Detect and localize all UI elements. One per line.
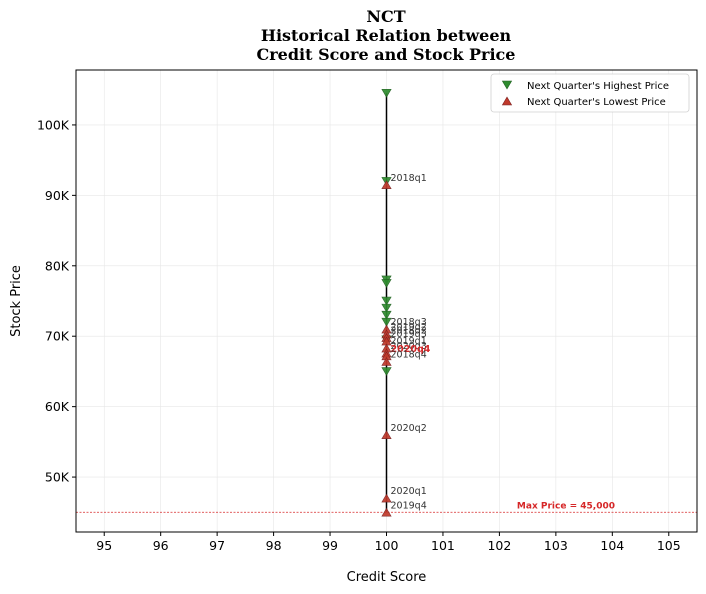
x-tick-label: 104 xyxy=(600,538,624,553)
legend-label-lowest: Next Quarter's Lowest Price xyxy=(527,97,666,108)
point-label: 2019q3 xyxy=(391,329,427,340)
legend-marker-highest xyxy=(501,80,513,90)
legend: Next Quarter's Highest Price Next Quarter… xyxy=(490,73,690,113)
legend-box xyxy=(490,73,690,113)
chart-title-line: Credit Score and Stock Price xyxy=(257,45,516,64)
point-label: 2019q4 xyxy=(391,500,427,511)
y-tick-label: 70K xyxy=(45,329,70,344)
x-tick-label: 102 xyxy=(487,538,511,553)
point-label: 2018q1 xyxy=(391,173,427,184)
chart-title-line: NCT xyxy=(366,7,405,26)
reference-line-group: Max Price = 45,000 xyxy=(76,501,697,513)
x-tick-label: 96 xyxy=(153,538,169,553)
lowest-price-marker xyxy=(381,493,392,503)
point-label: 2020q3 xyxy=(391,341,427,352)
point-label: 2019q1 xyxy=(391,336,427,347)
lowest-price-marker xyxy=(381,180,392,190)
highest-price-marker xyxy=(381,296,392,306)
x-tick-label: 105 xyxy=(657,538,681,553)
y-tick-label: 100K xyxy=(37,117,70,132)
highest-price-marker xyxy=(381,310,392,320)
point-labels: 2018q12018q32019q22018q22019q32019q12020… xyxy=(391,173,431,511)
reference-line-label: Max Price = 45,000 xyxy=(517,501,615,511)
y-tick-label: 80K xyxy=(45,258,70,273)
y-axis-ticks: 50K 60K 70K 80K 90K 100K xyxy=(37,117,76,485)
chart-title-line: Historical Relation between xyxy=(261,26,512,45)
x-tick-label: 100 xyxy=(375,538,399,553)
y-tick-label: 90K xyxy=(45,188,70,203)
y-tick-label: 50K xyxy=(45,470,70,485)
x-tick-label: 95 xyxy=(96,538,112,553)
x-tick-label: 103 xyxy=(544,538,568,553)
point-label: 2020q1 xyxy=(391,486,427,497)
point-label: 2019q2 xyxy=(391,322,427,333)
lowest-price-marker xyxy=(381,507,392,517)
x-axis-label: Credit Score xyxy=(347,570,427,585)
highest-price-marker xyxy=(381,89,392,98)
x-tick-label: 98 xyxy=(266,538,282,553)
highest-price-marker xyxy=(381,279,392,288)
legend-label-highest: Next Quarter's Highest Price xyxy=(527,81,669,92)
point-label: 2018q3 xyxy=(391,317,427,328)
point-label: 2020q2 xyxy=(391,423,427,434)
y-tick-label: 60K xyxy=(45,399,70,414)
data-points xyxy=(381,89,392,517)
point-label: 2020q4 xyxy=(391,344,431,355)
legend-marker-lowest xyxy=(501,96,513,106)
point-label: 2018q2 xyxy=(391,326,427,337)
lowest-price-marker xyxy=(381,430,392,440)
point-label: 2018q4 xyxy=(391,350,427,361)
highest-price-marker xyxy=(381,317,392,327)
lowest-price-marker xyxy=(381,357,392,366)
y-axis-label: Stock Price xyxy=(9,265,24,337)
x-tick-label: 97 xyxy=(209,538,225,553)
highest-price-marker xyxy=(381,367,392,376)
x-tick-label: 99 xyxy=(322,538,338,553)
x-tick-label: 101 xyxy=(431,538,455,553)
highest-price-marker xyxy=(381,303,392,313)
x-axis-ticks: 95 96 97 98 99 100 101 102 103 104 105 xyxy=(96,532,681,553)
